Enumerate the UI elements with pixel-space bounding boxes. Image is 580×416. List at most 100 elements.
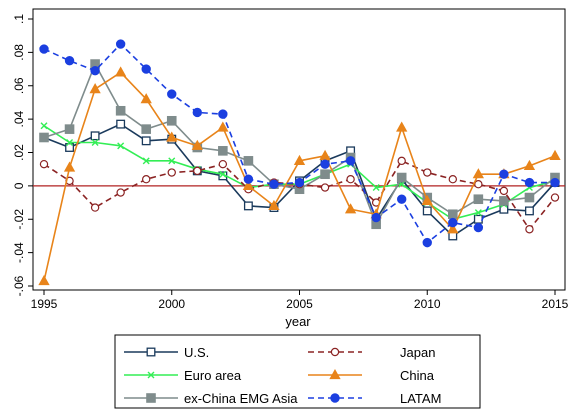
data-point-japan bbox=[39, 159, 49, 169]
series-latam bbox=[39, 39, 560, 248]
data-point-china bbox=[38, 274, 50, 286]
legend-swatch-marker bbox=[330, 347, 340, 357]
data-point-china bbox=[447, 223, 459, 234]
legend-label: Euro area bbox=[184, 368, 242, 383]
data-point-u-s bbox=[243, 201, 253, 211]
data-point-ex-china-emg-asia bbox=[115, 105, 126, 116]
data-point-u-s bbox=[525, 206, 534, 216]
data-point-japan bbox=[474, 180, 483, 189]
data-point-euro-area bbox=[66, 138, 74, 146]
legend-item-u-s: U.S. bbox=[124, 345, 209, 360]
y-tick-label: .02 bbox=[12, 144, 26, 161]
data-point-latam bbox=[320, 159, 330, 169]
x-axis-label: year bbox=[285, 314, 311, 329]
series-layer bbox=[38, 39, 561, 286]
y-tick-label: .1 bbox=[12, 14, 26, 24]
x-tick-label: 1995 bbox=[31, 297, 58, 311]
legend-item-euro-area: Euro area bbox=[124, 368, 242, 383]
data-point-china bbox=[344, 203, 357, 214]
data-point-latam bbox=[269, 179, 279, 189]
legend: U.S. Euro area ex-China EMG Asia Japan China… bbox=[124, 345, 441, 406]
data-point-ex-china-emg-asia bbox=[39, 132, 49, 143]
data-point-china bbox=[268, 199, 280, 210]
data-point-japan bbox=[525, 225, 534, 234]
data-point-euro-area bbox=[40, 122, 48, 130]
data-point-japan bbox=[193, 166, 202, 176]
data-point-ex-china-emg-asia bbox=[320, 169, 330, 179]
data-point-japan bbox=[167, 168, 176, 177]
data-point-china bbox=[396, 121, 408, 132]
y-tick-label: .06 bbox=[12, 77, 26, 94]
x-tick-label: 2005 bbox=[286, 297, 313, 311]
y-tick-label: -.04 bbox=[12, 242, 26, 263]
data-point-euro-area bbox=[142, 157, 150, 165]
legend-label: U.S. bbox=[184, 345, 209, 360]
data-point-latam bbox=[473, 222, 484, 233]
data-point-latam bbox=[294, 177, 305, 188]
y-tick-label: .04 bbox=[12, 110, 26, 127]
y-tick-label: 0 bbox=[12, 182, 26, 189]
data-point-latam bbox=[90, 66, 100, 76]
series-china bbox=[38, 66, 561, 286]
data-point-ex-china-emg-asia bbox=[524, 192, 535, 203]
data-point-euro-area bbox=[91, 138, 99, 146]
data-point-china bbox=[63, 161, 76, 172]
data-point-china bbox=[549, 149, 561, 160]
data-point-latam bbox=[397, 194, 407, 204]
data-point-euro-area bbox=[168, 157, 176, 165]
data-point-euro-area bbox=[372, 184, 380, 192]
data-point-latam bbox=[115, 39, 126, 49]
data-point-latam bbox=[243, 174, 254, 184]
data-point-ex-china-emg-asia bbox=[396, 172, 407, 183]
data-point-latam bbox=[345, 156, 356, 166]
data-point-latam bbox=[39, 44, 49, 54]
data-point-ex-china-emg-asia bbox=[243, 156, 254, 166]
data-point-latam bbox=[64, 56, 75, 66]
data-point-latam bbox=[422, 237, 432, 248]
data-point-ex-china-emg-asia bbox=[499, 196, 509, 206]
data-point-u-s bbox=[141, 136, 151, 146]
x-tick-label: 2000 bbox=[158, 297, 185, 311]
y-tick-label: .08 bbox=[12, 44, 26, 61]
data-point-u-s bbox=[90, 131, 100, 141]
data-point-latam bbox=[448, 217, 458, 228]
legend-label: China bbox=[400, 368, 435, 383]
data-point-japan bbox=[320, 183, 330, 192]
data-point-china bbox=[319, 149, 331, 160]
data-point-ex-china-emg-asia bbox=[64, 124, 75, 134]
data-point-japan bbox=[499, 186, 509, 196]
legend-label: ex-China EMG Asia bbox=[184, 391, 298, 406]
data-point-ex-china-emg-asia bbox=[218, 146, 228, 156]
data-point-latam bbox=[499, 169, 509, 179]
data-point-china bbox=[191, 139, 203, 150]
data-point-china bbox=[140, 93, 152, 104]
data-point-japan bbox=[141, 174, 151, 184]
data-point-china bbox=[217, 121, 229, 132]
data-point-japan bbox=[90, 203, 100, 212]
data-point-ex-china-emg-asia bbox=[141, 124, 151, 134]
data-point-china bbox=[89, 83, 101, 94]
data-point-u-s bbox=[422, 206, 432, 216]
legend-item-japan: Japan bbox=[308, 345, 435, 360]
data-point-latam bbox=[550, 177, 560, 188]
data-point-japan bbox=[423, 168, 432, 177]
legend-item-china: China bbox=[308, 368, 435, 383]
data-point-latam bbox=[167, 89, 177, 99]
legend-label: Japan bbox=[400, 345, 435, 360]
data-point-u-s bbox=[65, 143, 74, 152]
data-point-euro-area bbox=[117, 142, 125, 150]
data-point-latam bbox=[141, 64, 151, 74]
data-point-china bbox=[421, 194, 433, 205]
data-point-japan bbox=[397, 156, 406, 166]
data-point-japan bbox=[550, 193, 560, 202]
legend-swatch-marker bbox=[146, 393, 156, 403]
data-point-japan bbox=[448, 174, 457, 184]
data-point-euro-area bbox=[474, 209, 482, 217]
legend-item-latam: LATAM bbox=[308, 391, 441, 406]
data-point-ex-china-emg-asia bbox=[166, 115, 177, 126]
legend-swatch-marker bbox=[330, 393, 340, 403]
legend-box bbox=[114, 334, 481, 409]
x-tick-label: 2010 bbox=[414, 297, 441, 311]
